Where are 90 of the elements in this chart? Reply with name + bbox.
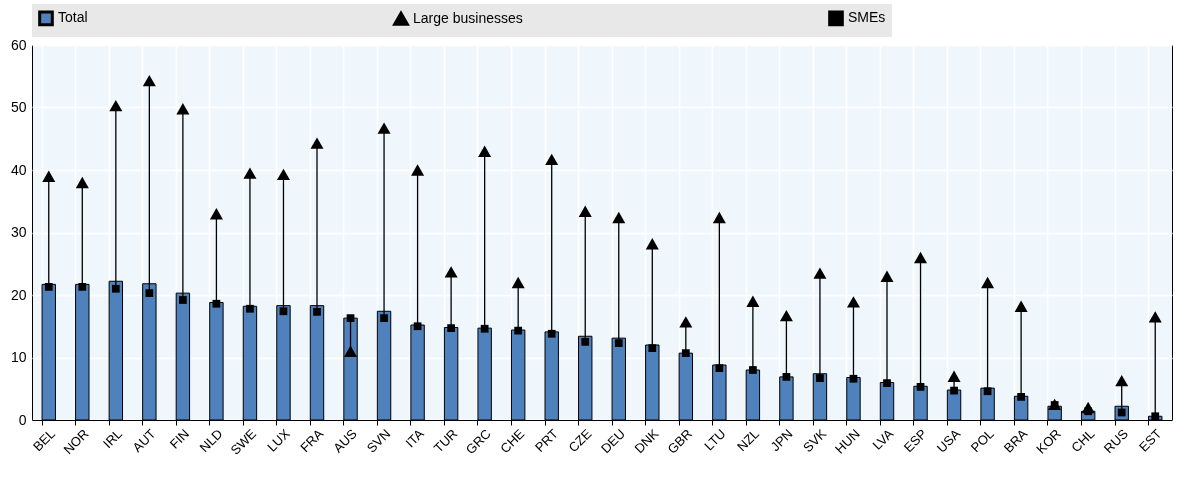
point <box>816 374 824 382</box>
point <box>212 299 221 308</box>
point <box>447 324 455 332</box>
point <box>645 238 659 250</box>
point <box>749 366 757 374</box>
point <box>612 211 626 224</box>
point <box>42 170 56 182</box>
point <box>279 307 288 316</box>
point <box>648 344 657 352</box>
point <box>1014 300 1028 312</box>
point <box>346 314 355 322</box>
point <box>380 314 388 322</box>
point <box>914 251 928 264</box>
x-tick-label: USA <box>933 425 964 456</box>
point <box>779 309 793 322</box>
x-tick-label: BEL <box>29 426 58 455</box>
x-tick-label: LVA <box>869 425 897 453</box>
point <box>846 296 860 308</box>
point <box>547 329 556 338</box>
point <box>782 373 791 381</box>
x-tick-label: IRL <box>100 426 126 451</box>
point <box>581 338 590 346</box>
y-tick-label: 60 <box>10 36 27 53</box>
point <box>813 267 827 279</box>
x-tick-label: LTU <box>701 426 729 454</box>
point <box>614 339 623 347</box>
x-tick-label: NLD <box>196 426 226 456</box>
point <box>176 103 190 115</box>
point <box>246 304 254 313</box>
point <box>679 316 693 328</box>
x-tick-label: CZE <box>565 425 595 456</box>
point <box>514 326 523 335</box>
y-tick-label: 50 <box>10 99 27 115</box>
point <box>947 370 961 382</box>
point <box>983 387 992 396</box>
point <box>344 345 358 357</box>
x-tick-label: BRA <box>1000 425 1031 456</box>
x-tick-label: FRA <box>297 425 327 456</box>
point <box>981 276 995 289</box>
point <box>313 308 321 316</box>
point <box>511 276 525 289</box>
point <box>109 99 123 112</box>
x-tick-label: NZL <box>734 426 763 455</box>
point <box>310 137 324 149</box>
legend-label: SMEs <box>848 9 886 26</box>
legend-label: Large businesses <box>413 9 523 26</box>
y-tick-label: 30 <box>10 224 27 240</box>
y-tick-label: 20 <box>10 286 27 303</box>
y-tick-label: 40 <box>10 161 27 178</box>
point <box>578 205 592 217</box>
y-tick-label: 10 <box>10 349 27 365</box>
legend-label: Total <box>58 9 88 26</box>
point <box>478 145 492 157</box>
x-tick-label: POL <box>967 426 997 456</box>
point <box>1081 401 1095 414</box>
point <box>75 176 89 189</box>
x-tick-label: CHL <box>1068 426 1098 456</box>
x-tick-label: ESP <box>900 426 930 456</box>
point <box>545 153 559 166</box>
point <box>111 284 120 293</box>
point <box>746 295 760 307</box>
x-tick-label: JPN <box>767 426 796 455</box>
point <box>413 322 422 331</box>
point <box>681 349 690 357</box>
point <box>179 296 187 304</box>
point <box>880 270 894 282</box>
y-tick-label: 0 <box>18 411 27 428</box>
x-tick-label: TUR <box>430 426 461 456</box>
point <box>916 383 925 391</box>
point <box>142 74 156 87</box>
point <box>377 122 391 134</box>
point <box>145 289 154 297</box>
x-tick-label: ITA <box>402 425 428 451</box>
point <box>444 266 458 278</box>
point <box>480 324 489 333</box>
point <box>411 164 425 176</box>
point <box>243 167 257 179</box>
point <box>849 374 858 383</box>
point <box>44 283 53 291</box>
point <box>276 168 290 181</box>
point <box>1017 393 1025 401</box>
point <box>78 283 87 291</box>
point <box>1148 311 1162 323</box>
point <box>1115 374 1129 387</box>
point <box>209 208 223 220</box>
x-tick-label: FIN <box>166 426 193 452</box>
point <box>712 211 726 224</box>
point <box>883 379 891 387</box>
point <box>715 364 724 372</box>
point <box>950 386 958 395</box>
